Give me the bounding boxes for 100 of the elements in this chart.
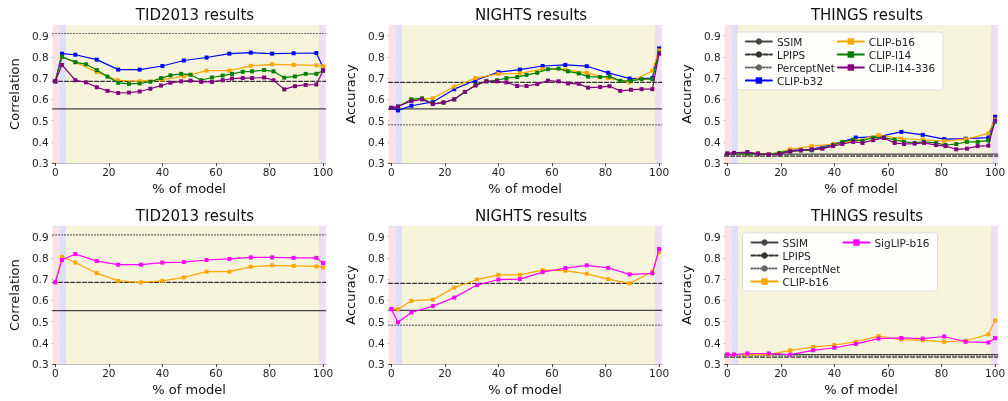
- y-tick-label: 0.5: [367, 315, 385, 328]
- legend-label: CLIP-b16: [868, 35, 916, 48]
- x-tick-label: 100: [313, 366, 334, 379]
- y-tick-label: 0.4: [703, 135, 721, 148]
- chart-title: THINGS results: [809, 206, 924, 225]
- y-tick-label: 0.7: [367, 72, 385, 85]
- legend-label: PerceptNet: [782, 262, 841, 275]
- legend-label: CLIP-l14-336: [868, 61, 936, 74]
- y-tick-label: 0.4: [367, 336, 385, 349]
- x-axis-title: % of model: [152, 181, 226, 196]
- legend-label: LPIPS: [776, 48, 806, 61]
- y-tick-label: 0.5: [703, 315, 721, 328]
- y-tick-label: 0.3: [703, 157, 721, 170]
- y-tick-label: 0.4: [31, 135, 49, 148]
- x-tick-label: 20: [438, 366, 452, 379]
- x-tick-label: 40: [491, 366, 506, 379]
- x-tick-label: 20: [438, 165, 452, 178]
- y-tick-label: 0.9: [367, 29, 385, 42]
- y-tick-label: 0.9: [31, 230, 49, 243]
- y-tick-label: 0.8: [367, 50, 385, 63]
- y-tick-label: 0.7: [31, 72, 49, 85]
- x-tick-label: 0: [723, 366, 731, 379]
- x-tick-label: 0: [51, 165, 59, 178]
- x-tick-label: 0: [387, 165, 395, 178]
- y-tick-label: 0.7: [367, 273, 385, 286]
- x-tick-label: 80: [262, 165, 277, 178]
- y-tick-label: 0.5: [367, 114, 385, 127]
- y-tick-label: 0.4: [703, 336, 721, 349]
- y-axis-title: Accuracy: [679, 265, 694, 325]
- x-tick-label: 40: [827, 366, 842, 379]
- x-tick-label: 40: [491, 165, 506, 178]
- legend-label: SSIM: [776, 35, 803, 48]
- x-tick-label: 80: [598, 366, 613, 379]
- x-tick-label: 80: [934, 165, 949, 178]
- x-tick-label: 0: [51, 366, 59, 379]
- x-tick-label: 20: [774, 165, 788, 178]
- x-tick-label: 60: [881, 366, 895, 379]
- x-tick-label: 20: [102, 366, 116, 379]
- x-tick-label: 100: [985, 366, 1006, 379]
- x-tick-label: 60: [209, 366, 223, 379]
- legend-label: CLIP-b32: [776, 74, 824, 87]
- x-tick-label: 40: [155, 366, 170, 379]
- x-tick-label: 60: [881, 165, 895, 178]
- x-tick-label: 40: [827, 165, 842, 178]
- x-axis-title: % of model: [824, 382, 898, 397]
- y-tick-label: 0.3: [31, 358, 49, 371]
- legend-label: PerceptNet: [776, 61, 835, 74]
- chart-title: TID2013 results: [134, 206, 255, 225]
- y-tick-label: 0.8: [703, 50, 721, 63]
- y-tick-label: 0.9: [703, 230, 721, 243]
- y-tick-label: 0.8: [31, 251, 49, 264]
- x-tick-label: 100: [313, 165, 334, 178]
- y-axis-title: Accuracy: [343, 64, 358, 124]
- x-tick-label: 100: [649, 366, 670, 379]
- y-tick-label: 0.4: [31, 336, 49, 349]
- y-tick-label: 0.3: [367, 157, 385, 170]
- y-tick-label: 0.9: [31, 29, 49, 42]
- x-axis-title: % of model: [488, 382, 562, 397]
- y-tick-label: 0.4: [367, 135, 385, 148]
- y-tick-label: 0.6: [31, 93, 49, 106]
- y-tick-label: 0.6: [703, 294, 721, 307]
- x-tick-label: 60: [545, 165, 559, 178]
- y-tick-label: 0.7: [703, 72, 721, 85]
- x-tick-label: 40: [155, 165, 170, 178]
- y-tick-label: 0.8: [367, 251, 385, 264]
- x-tick-label: 80: [262, 366, 277, 379]
- x-tick-label: 20: [774, 366, 788, 379]
- y-tick-label: 0.8: [703, 251, 721, 264]
- y-tick-label: 0.7: [703, 273, 721, 286]
- legend-label: CLIP-l14: [868, 48, 912, 61]
- y-tick-label: 0.6: [367, 294, 385, 307]
- x-tick-label: 80: [598, 165, 613, 178]
- y-tick-label: 0.9: [367, 230, 385, 243]
- y-axis-title: Accuracy: [679, 64, 694, 124]
- x-tick-label: 80: [934, 366, 949, 379]
- y-tick-label: 0.9: [703, 29, 721, 42]
- x-axis-title: % of model: [152, 382, 226, 397]
- y-tick-label: 0.3: [31, 157, 49, 170]
- legend-label: CLIP-b16: [782, 275, 829, 288]
- x-tick-label: 60: [209, 165, 223, 178]
- y-axis-title: Accuracy: [343, 265, 358, 325]
- x-tick-label: 60: [545, 366, 559, 379]
- y-tick-label: 0.6: [703, 93, 721, 106]
- x-tick-label: 0: [723, 165, 731, 178]
- chart-title: TID2013 results: [134, 5, 255, 24]
- y-tick-label: 0.6: [367, 93, 385, 106]
- x-axis-title: % of model: [824, 181, 898, 196]
- y-tick-label: 0.7: [31, 273, 49, 286]
- y-tick-label: 0.5: [31, 114, 49, 127]
- chart-title: THINGS results: [809, 5, 924, 24]
- chart-title: NIGHTS results: [474, 206, 588, 225]
- legend-label: SigLIP-b16: [874, 236, 930, 249]
- y-axis-title: Correlation: [7, 259, 22, 331]
- y-tick-label: 0.8: [31, 50, 49, 63]
- x-axis-title: % of model: [488, 181, 562, 196]
- x-tick-label: 20: [102, 165, 116, 178]
- x-tick-label: 100: [985, 165, 1006, 178]
- legend-label: SSIM: [782, 236, 808, 249]
- y-tick-label: 0.5: [31, 315, 49, 328]
- legend-label: LPIPS: [782, 249, 812, 262]
